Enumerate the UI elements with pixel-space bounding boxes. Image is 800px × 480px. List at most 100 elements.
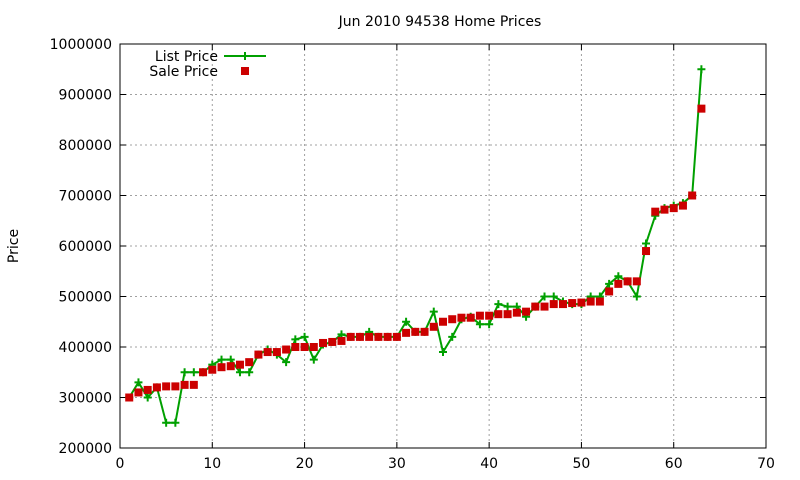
sale-price-point [614, 279, 623, 288]
sale-price-point [263, 348, 272, 357]
sale-price-point [226, 362, 235, 371]
legend [224, 52, 266, 75]
x-tick-label: 30 [388, 456, 406, 472]
x-tick-label: 60 [665, 456, 683, 472]
legend-marker-list-price [241, 52, 249, 60]
sale-price-point [245, 358, 254, 367]
list-price-point [402, 317, 411, 326]
grid-lines [120, 44, 766, 448]
list-price-point [605, 279, 614, 288]
sale-price-point [660, 205, 669, 214]
sale-price-point [632, 277, 641, 286]
y-tick-label: 300000 [59, 391, 112, 407]
sale-price-point [688, 191, 697, 200]
sale-price-point [365, 332, 374, 341]
sale-price-point [180, 380, 189, 389]
list-price-point [494, 300, 503, 309]
y-tick-label: 600000 [59, 239, 112, 255]
sale-price-point [623, 277, 632, 286]
sale-price-point [577, 298, 586, 307]
sale-price-point [475, 311, 484, 320]
x-tick-label: 10 [203, 456, 221, 472]
sale-price-point [448, 315, 457, 324]
y-tick-label: 900000 [59, 88, 112, 104]
sale-price-point [457, 313, 466, 322]
sale-price-point [383, 332, 392, 341]
sale-price-point [346, 332, 355, 341]
list-price-point [143, 393, 152, 402]
sale-price-point [291, 343, 300, 351]
sale-price-point [402, 328, 411, 337]
list-price-point [235, 368, 244, 377]
y-axis-label: Price [6, 229, 22, 263]
x-tick-label: 50 [573, 456, 591, 472]
sale-price-point [605, 287, 614, 296]
sale-price-point [328, 337, 337, 346]
sale-price-point [152, 383, 161, 392]
y-tick-label: 700000 [59, 189, 112, 205]
list-price-point [642, 239, 651, 248]
sale-price-point [254, 350, 263, 359]
legend-marker-sale-price [241, 67, 249, 75]
y-tick-label: 1000000 [50, 37, 112, 53]
sale-price-point [300, 343, 309, 351]
sale-price-point [189, 380, 198, 389]
list-price-point [134, 378, 143, 387]
list-price-point [485, 320, 494, 329]
sale-price-point [162, 382, 171, 391]
y-tick-label: 400000 [59, 340, 112, 356]
y-tick-label: 800000 [59, 138, 112, 154]
list-price-point [180, 368, 189, 377]
sale-price-point [199, 368, 208, 377]
sale-price-point [171, 382, 180, 391]
list-price-point [697, 65, 706, 74]
list-price-point [189, 368, 198, 377]
sale-price-point [642, 247, 651, 256]
x-tick-label: 20 [296, 456, 314, 472]
list-price-point [282, 358, 291, 367]
list-price-point [614, 272, 623, 281]
sale-price-point [134, 388, 143, 397]
sale-price-point [125, 393, 134, 402]
sale-price-point [595, 297, 604, 306]
list-price-point [632, 292, 641, 301]
sale-price-point [309, 343, 318, 351]
sale-price-point [568, 299, 577, 308]
sale-price-point [485, 311, 494, 320]
sale-price-point [217, 363, 226, 372]
list-price-point [448, 332, 457, 341]
sale-price-point [411, 327, 420, 336]
sale-price-point [669, 204, 678, 213]
sale-price-point [512, 308, 521, 317]
sale-price-point [697, 104, 706, 113]
sale-price-point [540, 302, 549, 311]
list-price-point [549, 292, 558, 301]
sale-price-point [549, 300, 558, 309]
y-tick-label: 200000 [59, 441, 112, 457]
sale-price-point [272, 348, 281, 357]
sale-price-point [558, 300, 567, 309]
sale-price-point [678, 201, 687, 210]
list-price-point [291, 335, 300, 344]
sale-price-point [235, 360, 244, 369]
x-tick-label: 70 [757, 456, 775, 472]
sale-price-point [143, 385, 152, 394]
list-price-point [309, 355, 318, 364]
list-price-point [245, 368, 254, 377]
list-price-point [475, 320, 484, 329]
list-price-point [171, 418, 180, 427]
sale-price-point [429, 322, 438, 331]
sale-price-point [392, 332, 401, 341]
sale-price-point [282, 345, 291, 354]
x-tick-label: 0 [116, 456, 125, 472]
list-price-point [540, 292, 549, 301]
axis-ticks: 0 10 20 30 40 50 60 70 200000 300000 400000 500000 6… [50, 37, 775, 472]
list-price-point [162, 418, 171, 427]
y-tick-label: 500000 [59, 290, 112, 306]
sale-price-point [531, 302, 540, 311]
sale-price-point [374, 332, 383, 341]
list-price-point [300, 332, 309, 341]
list-price-point [503, 302, 512, 311]
sale-price-point [586, 297, 595, 306]
